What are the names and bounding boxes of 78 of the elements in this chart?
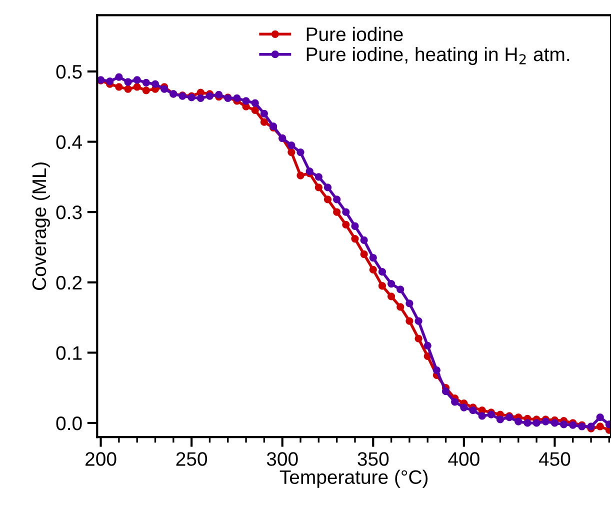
point (342, 208, 350, 216)
point (369, 266, 377, 274)
point (333, 208, 341, 216)
y-tick-label: 0.4 (56, 135, 82, 149)
point (432, 366, 441, 374)
legend-label: Pure iodine (306, 26, 403, 42)
point (124, 78, 132, 86)
point (251, 106, 259, 114)
point (124, 85, 132, 93)
x-tick-label: 200 (86, 452, 116, 466)
point (378, 282, 386, 290)
point (532, 419, 540, 427)
point (351, 234, 359, 243)
point (314, 184, 322, 192)
y-tick-label: 0.0 (56, 416, 82, 430)
point (296, 172, 304, 180)
point (214, 90, 223, 98)
point (333, 196, 341, 204)
point (478, 412, 486, 420)
point (596, 414, 604, 422)
point (387, 280, 396, 288)
point (142, 78, 150, 87)
x-tick-label: 300 (266, 452, 298, 466)
y-tick-label: 0.2 (56, 276, 82, 290)
point (514, 418, 522, 426)
point (296, 148, 304, 156)
point (396, 286, 404, 294)
point (460, 404, 468, 412)
point (378, 268, 386, 276)
point (387, 292, 396, 300)
point (106, 77, 114, 86)
point (369, 254, 377, 262)
point (414, 317, 422, 325)
point (451, 398, 459, 406)
point (360, 236, 368, 244)
y-tick-label: 0.3 (56, 206, 82, 220)
point (560, 420, 568, 428)
point (115, 83, 123, 91)
y-axis-title: Coverage (ML) (32, 162, 50, 290)
x-tick-label: 450 (538, 452, 570, 466)
x-axis-title: Temperature (°C) (280, 470, 428, 488)
x-tick-label: 250 (176, 452, 208, 466)
point (406, 300, 414, 308)
point (233, 94, 241, 102)
point (133, 83, 141, 91)
point (424, 342, 432, 350)
legend-label: Pure iodine, heating in H$_{2}$ atm. (306, 46, 570, 66)
point (260, 118, 268, 126)
point (260, 110, 268, 118)
point (396, 303, 404, 311)
point (596, 422, 604, 430)
point (314, 173, 322, 181)
point (342, 220, 350, 229)
y-tick-label: 0.5 (56, 64, 82, 79)
point (133, 76, 141, 84)
point (360, 250, 368, 258)
point (196, 94, 204, 102)
point (288, 148, 296, 156)
point (351, 222, 359, 230)
point (324, 184, 332, 192)
point (442, 388, 450, 396)
point (469, 406, 477, 414)
point (251, 99, 259, 107)
point (414, 334, 422, 342)
point (306, 167, 314, 176)
point (151, 80, 160, 88)
point (288, 141, 296, 150)
x-tick-label: 400 (448, 452, 480, 466)
point (324, 196, 332, 204)
y-tick-label: 0.1 (56, 346, 82, 360)
point (142, 86, 150, 94)
point (550, 419, 559, 427)
point (496, 416, 504, 424)
x-tick-label: 350 (358, 452, 389, 466)
point (524, 419, 532, 427)
point (115, 73, 123, 81)
point (242, 97, 250, 105)
point (406, 317, 414, 325)
